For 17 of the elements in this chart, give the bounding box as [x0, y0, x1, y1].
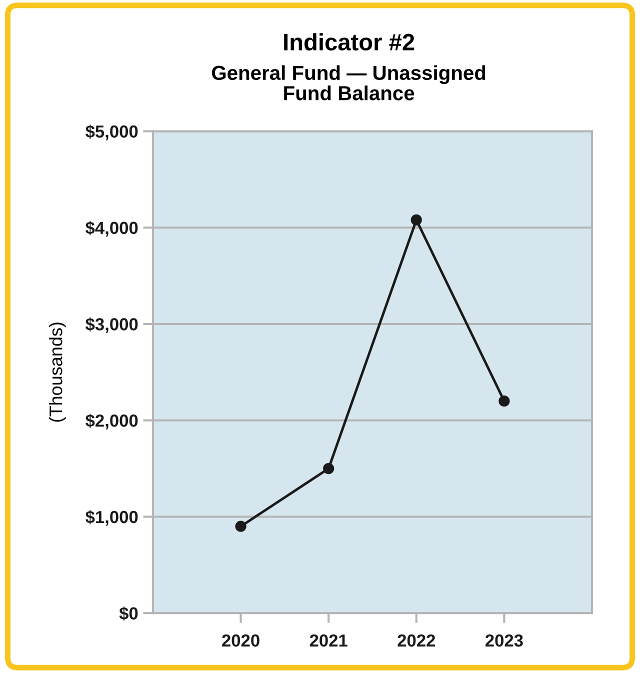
x-tick-label: 2021 — [310, 634, 348, 647]
y-tick-label: $5,000 — [86, 124, 138, 140]
y-axis-title: (Thousands) — [49, 322, 66, 422]
point — [410, 214, 422, 226]
point — [323, 462, 334, 474]
x-tick-label: 2022 — [398, 634, 435, 647]
y-tick-label: $3,000 — [86, 317, 138, 333]
x-tick-label: 2023 — [485, 634, 523, 647]
y-tick-label: $4,000 — [86, 221, 138, 237]
chart-title: Indicator #2 — [284, 33, 414, 51]
x-tick-label: 2020 — [222, 634, 260, 647]
y-tick-label: $2,000 — [86, 414, 138, 430]
y-tick-label: $0 — [119, 606, 138, 621]
point — [498, 396, 510, 407]
point — [235, 520, 246, 532]
y-tick-label: $1,000 — [86, 510, 138, 526]
chart-subtitle: General Fund — Unassigned Fund Balance — [212, 65, 486, 100]
